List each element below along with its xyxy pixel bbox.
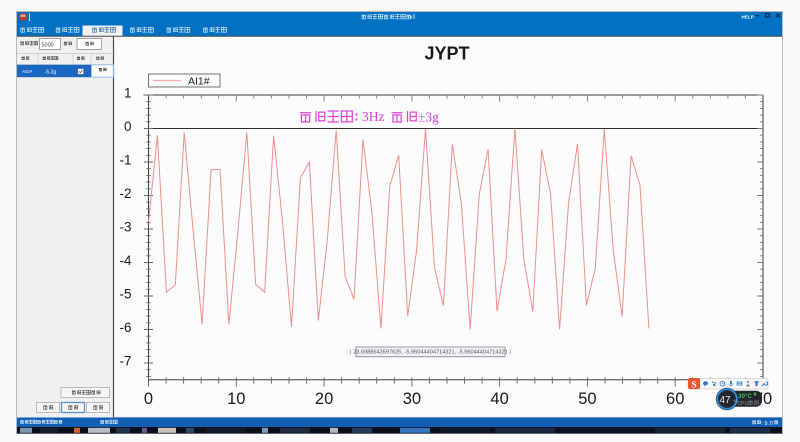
svg-text:JYPT: JYPT bbox=[424, 44, 469, 64]
svg-text:10: 10 bbox=[227, 390, 245, 408]
svg-text:( 23.6988643597625, -5.9604440: ( 23.6988643597625, -5.96044404714321, -… bbox=[350, 350, 512, 356]
svg-text:-4: -4 bbox=[119, 253, 131, 268]
svg-text:-2: -2 bbox=[119, 186, 131, 201]
svg-text:60: 60 bbox=[666, 390, 684, 408]
svg-text:0: 0 bbox=[124, 119, 132, 134]
svg-text:50: 50 bbox=[578, 390, 596, 408]
svg-text:1: 1 bbox=[124, 86, 132, 101]
svg-text:-7: -7 bbox=[119, 354, 131, 369]
svg-text:AI1#: AI1# bbox=[188, 76, 210, 88]
svg-text:47: 47 bbox=[719, 395, 731, 406]
svg-text:-6: -6 bbox=[119, 320, 131, 335]
svg-text:CPU: CPU bbox=[738, 401, 749, 407]
svg-text:v3: v3 bbox=[410, 15, 416, 21]
svg-text:%: % bbox=[734, 399, 738, 404]
svg-text:-3: -3 bbox=[119, 220, 131, 235]
svg-text:-5.3g: -5.3g bbox=[45, 70, 57, 76]
svg-text:20: 20 bbox=[315, 390, 333, 408]
svg-text:30: 30 bbox=[403, 390, 421, 408]
svg-text:: 9.7/: : 9.7/ bbox=[762, 421, 774, 427]
svg-text:HELP: HELP bbox=[742, 14, 754, 19]
svg-text:S: S bbox=[691, 380, 696, 390]
svg-text:-5: -5 bbox=[119, 287, 131, 302]
svg-text:0: 0 bbox=[144, 390, 153, 408]
svg-text:5000: 5000 bbox=[42, 42, 54, 48]
svg-text:±3g: ±3g bbox=[418, 110, 439, 125]
svg-text:-1: -1 bbox=[119, 153, 131, 168]
svg-text:AI1#: AI1# bbox=[22, 69, 32, 75]
svg-text:40: 40 bbox=[490, 390, 508, 408]
svg-text:30°C: 30°C bbox=[738, 393, 752, 400]
svg-text:3Hz: 3Hz bbox=[362, 109, 385, 124]
